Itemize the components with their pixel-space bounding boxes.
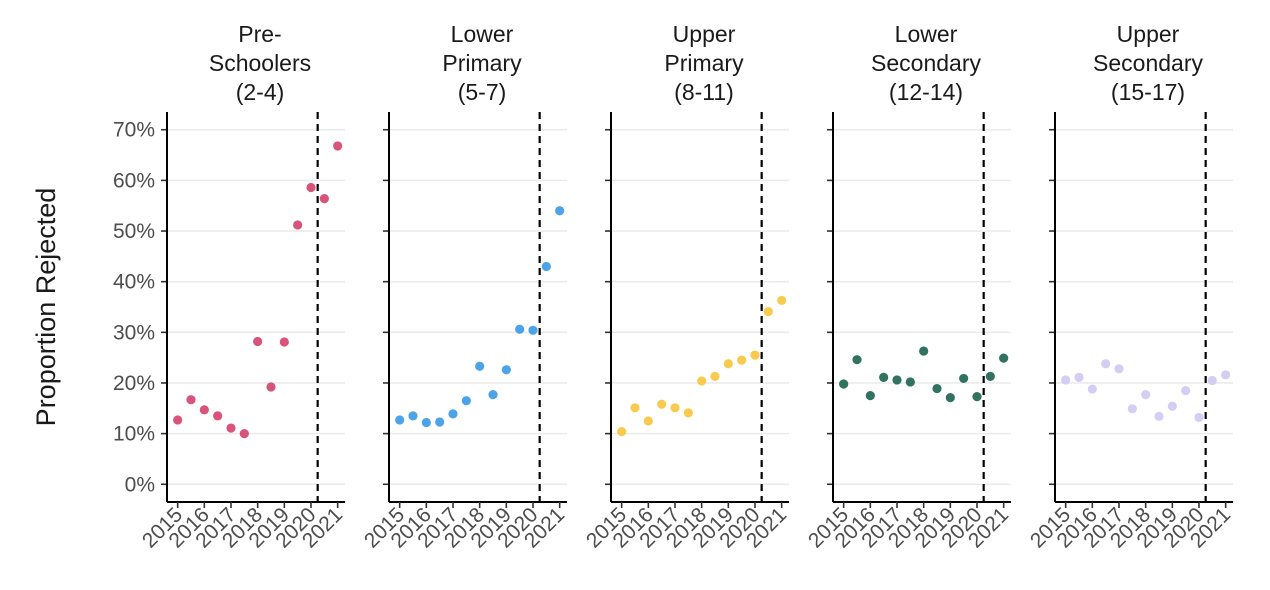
data-point (657, 399, 667, 409)
data-point (643, 416, 653, 426)
data-point (1087, 384, 1097, 394)
data-point (737, 355, 747, 365)
y-tick-label: 0% (125, 473, 155, 496)
y-axis-label: Proportion Rejected (31, 188, 61, 427)
data-point (448, 409, 458, 419)
data-point (186, 395, 196, 405)
data-point (306, 182, 316, 193)
data-point (1207, 375, 1217, 386)
facet-panel: UpperSecondary(15-17)2015201620172018201… (1026, 21, 1235, 553)
data-point (1194, 412, 1204, 423)
y-tick-label: 50% (113, 220, 155, 243)
data-point (879, 372, 889, 383)
data-point (865, 391, 875, 401)
facet-panel: Pre- Schoolers (2-4) 0% 10% 20% 30% 40% 50% 60% 70… (113, 21, 347, 553)
data-point (253, 336, 263, 347)
data-point (501, 365, 511, 375)
facet-title-line: Schoolers (209, 50, 311, 76)
facet-panel: LowerPrimary(5-7)20152016201720182019202… (360, 21, 569, 553)
data-point (1114, 364, 1124, 374)
data-point (777, 295, 787, 306)
data-point (1167, 401, 1177, 411)
data-point (839, 379, 849, 389)
data-point (1127, 404, 1137, 414)
facet-title-line: (8-11) (674, 79, 734, 105)
y-tick-label: 30% (113, 321, 155, 344)
data-point (892, 375, 902, 385)
data-point (319, 194, 329, 204)
data-point (488, 390, 498, 400)
data-point (1221, 370, 1231, 380)
data-point (999, 353, 1009, 363)
data-point (1061, 375, 1071, 385)
data-point (279, 337, 289, 347)
data-point (475, 361, 485, 371)
data-point (1181, 385, 1191, 396)
data-point (945, 393, 955, 403)
data-point (959, 373, 969, 384)
data-point (670, 403, 680, 413)
facet-title-line: Lower (895, 21, 958, 47)
data-point (1154, 411, 1164, 422)
data-point (972, 392, 982, 402)
data-point (266, 382, 276, 392)
y-tick-label: 40% (113, 271, 155, 294)
facet-panel: LowerSecondary(12-14)2015201620172018201… (804, 21, 1013, 553)
data-point (1101, 359, 1111, 369)
data-point (1141, 390, 1151, 400)
facet-title-line: Primary (664, 50, 744, 76)
data-point (919, 346, 929, 356)
data-point (239, 429, 249, 439)
facet-title-line: Upper (673, 21, 736, 47)
data-point (421, 417, 431, 428)
data-point (750, 350, 760, 360)
data-point (461, 396, 471, 406)
data-point (905, 377, 915, 387)
facet-title-line: Upper (1117, 21, 1180, 47)
y-tick-label: 60% (113, 169, 155, 192)
facet-title-line: Secondary (1093, 50, 1203, 76)
facet-title-line: (2-4) (236, 79, 285, 105)
facet-title-line: Secondary (871, 50, 981, 76)
data-point (333, 141, 343, 151)
facet-panel: UpperPrimary(8-11)2015201620172018201920… (582, 21, 791, 553)
facet-title-line: Primary (442, 50, 522, 76)
data-point (710, 371, 720, 381)
data-point (683, 408, 693, 418)
data-point (932, 383, 942, 394)
data-point (555, 206, 565, 216)
y-tick-label: 20% (113, 372, 155, 395)
data-point (630, 403, 640, 413)
data-point (226, 423, 236, 433)
data-point (435, 417, 445, 427)
data-point (763, 306, 773, 317)
data-point (199, 405, 209, 415)
y-tick-label: 70% (113, 119, 155, 142)
facet-title-line: (5-7) (458, 79, 507, 105)
data-point (408, 411, 418, 421)
y-tick-label: 10% (113, 423, 155, 446)
data-point (723, 359, 733, 369)
data-point (617, 426, 627, 437)
facet-title-line: (12-14) (889, 79, 963, 105)
data-point (985, 371, 995, 381)
facets-group: Pre- Schoolers (2-4) 0% 10% 20% 30% 40% 50% 60% 70… (113, 21, 1235, 553)
data-point (515, 324, 525, 334)
data-point (852, 355, 862, 365)
facet-title-line: Lower (451, 21, 514, 47)
data-point (541, 261, 551, 272)
data-point (293, 220, 303, 230)
data-point (395, 415, 405, 425)
data-point (528, 325, 538, 335)
facet-title-line: Pre- (238, 21, 281, 47)
data-point (213, 411, 223, 421)
data-point (1074, 372, 1084, 383)
facet-title-line: (15-17) (1111, 79, 1185, 105)
data-point (697, 376, 707, 386)
data-point (173, 415, 183, 425)
